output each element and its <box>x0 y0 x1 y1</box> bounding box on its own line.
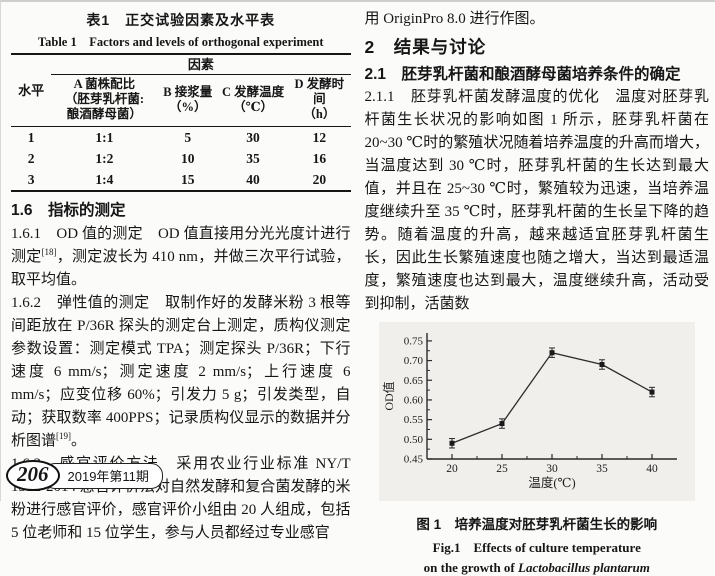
table-cell: 1:2 <box>95 151 114 166</box>
col-c-line2: （℃） <box>233 99 274 114</box>
table-header-col-d: D 发酵时间 （h） <box>288 74 351 127</box>
figure-1: 0.45 0.50 0.55 0.60 0.65 0.70 0.75 20 25 30 35 40 温度… <box>378 322 695 501</box>
paragraph-originpro: 用 OriginPro 8.0 进行作图。 <box>364 11 545 27</box>
table-cell: 35 <box>246 151 260 166</box>
svg-text:20: 20 <box>446 463 458 475</box>
citation-ref-19: [19] <box>56 431 72 441</box>
table-cell: 1 <box>27 130 35 145</box>
svg-text:40: 40 <box>646 463 658 475</box>
table-cell: 10 <box>181 151 195 166</box>
table-header-col-a: A 菌株配比 （胚芽乳杆菌: 酿酒酵母菌） <box>51 74 158 127</box>
table-cell: 12 <box>312 130 327 145</box>
svg-text:0.55: 0.55 <box>403 414 423 426</box>
section-heading-2: 2 结果与讨论 <box>364 37 487 57</box>
table1-caption-en: Table 1 Factors and levels of orthogonal… <box>37 35 324 49</box>
species-name: Lactobacillus plantarum <box>518 560 650 575</box>
page-footer: 206 2019年第11期 <box>6 460 163 491</box>
table-row: 水平 因素 <box>11 54 351 127</box>
svg-text:OD值: OD值 <box>381 381 396 410</box>
table-header-col-c: C 发酵温度 （℃） <box>217 74 289 127</box>
table-cell: 15 <box>181 172 195 187</box>
figure-1-caption-en-line2: on the growth of Lactobacillus plantarum <box>365 560 710 576</box>
caption-en-prefix: on the growth of <box>423 560 519 575</box>
paragraph-2-1-1: 2.1.1 胚芽乳杆菌发酵温度的优化 温度对胚芽乳杆菌生长状况的影响如图 1 所… <box>364 89 710 312</box>
table-cell: 2 <box>27 151 35 166</box>
paragraph-1-6-1: 1.6.1 OD 值的测定 OD 值直接用分光光度计进行测定[18]，测定波长为… <box>11 223 351 292</box>
issue-label: 2019年第11期 <box>42 462 163 489</box>
table-header-col-b: B 接浆量 （%） <box>157 74 218 127</box>
table-cell: 1:1 <box>95 130 114 145</box>
col-a-line2: （胚芽乳杆菌: <box>64 92 144 106</box>
right-column: 用 OriginPro 8.0 进行作图。 2 结果与讨论 2.1 胚芽乳杆菌和… <box>365 8 710 576</box>
figure-1-caption-zh: 图 1 培养温度对胚芽乳杆菌生长的影响 <box>416 517 658 532</box>
table-row: A 菌株配比 （胚芽乳杆菌: 酿酒酵母菌） B 接浆量 （%） C 发酵温度 （… <box>11 74 351 127</box>
section-heading-2-1: 2.1 胚芽乳杆菌和酿酒酵母菌培养条件的确定 <box>364 66 681 83</box>
svg-text:温度(℃): 温度(℃) <box>528 475 575 490</box>
left-column: 表1 正交试验因素及水平表 Table 1 Factors and levels… <box>11 8 351 576</box>
table1-caption-zh: 表1 正交试验因素及水平表 <box>86 12 276 28</box>
col-c-line1: C 发酵温度 <box>221 84 285 99</box>
svg-text:0.60: 0.60 <box>403 394 423 406</box>
section-heading-1-6: 1.6 指标的测定 <box>11 202 126 219</box>
p162-text-a: 1.6.2 弹性值的测定 取制作好的发酵米粉 3 根等间距放在 P/36R 探头… <box>11 295 351 449</box>
table-cell: 5 <box>184 130 192 145</box>
svg-text:25: 25 <box>496 463 508 475</box>
table-cell: 20 <box>312 172 327 187</box>
table-cell: 16 <box>312 151 327 166</box>
col-d-line1: D 发酵时间 <box>294 77 345 106</box>
svg-text:30: 30 <box>546 463 558 475</box>
col-b-line2: （%） <box>169 99 207 114</box>
svg-text:0.70: 0.70 <box>403 355 423 367</box>
table-cell: 3 <box>27 172 35 187</box>
table1-orthogonal-factors: 水平 因素 A 菌株配比 （胚芽乳杆菌: 酿酒酵母菌） B 接浆量 （%） C … <box>11 53 351 192</box>
table-cell: 30 <box>246 130 260 145</box>
p161-text-b: ，测定波长为 410 nm，并做三次平行试验，取平均值。 <box>11 249 351 288</box>
paragraph-1-6-2: 1.6.2 弹性值的测定 取制作好的发酵米粉 3 根等间距放在 P/36R 探头… <box>11 292 351 453</box>
citation-ref-18: [18] <box>41 247 57 257</box>
col-d-line2: （h） <box>303 107 336 121</box>
table-row: 2 1:2 10 35 16 <box>11 148 351 169</box>
table-row: 3 1:4 15 40 20 <box>11 169 351 191</box>
p162-text-b: 。 <box>71 433 87 449</box>
svg-text:0.75: 0.75 <box>403 335 423 347</box>
col-a-line1: A 菌株配比 <box>73 77 136 91</box>
table-header-factors: 因素 <box>51 54 351 75</box>
table-row: 1 1:1 5 30 12 <box>11 127 351 149</box>
col-b-line1: B 接浆量 <box>163 84 213 99</box>
page-number: 206 <box>6 460 60 491</box>
p161-text-a: 1.6.1 OD 值的测定 OD 值直接用分光光度计进行测定 <box>11 226 351 265</box>
svg-text:0.45: 0.45 <box>403 454 423 466</box>
svg-text:35: 35 <box>596 463 608 475</box>
figure-1-caption-en-line1: Fig.1 Effects of culture temperature <box>432 540 641 555</box>
svg-text:0.50: 0.50 <box>403 434 423 446</box>
col-a-line3: 酿酒酵母菌） <box>66 107 142 121</box>
svg-text:0.65: 0.65 <box>403 375 423 387</box>
table-cell: 40 <box>246 172 260 187</box>
figure-1-line-chart: 0.45 0.50 0.55 0.60 0.65 0.70 0.75 20 25 30 35 40 温度… <box>381 333 677 490</box>
table-header-level: 水平 <box>11 54 52 127</box>
table-cell: 1:4 <box>95 172 114 187</box>
